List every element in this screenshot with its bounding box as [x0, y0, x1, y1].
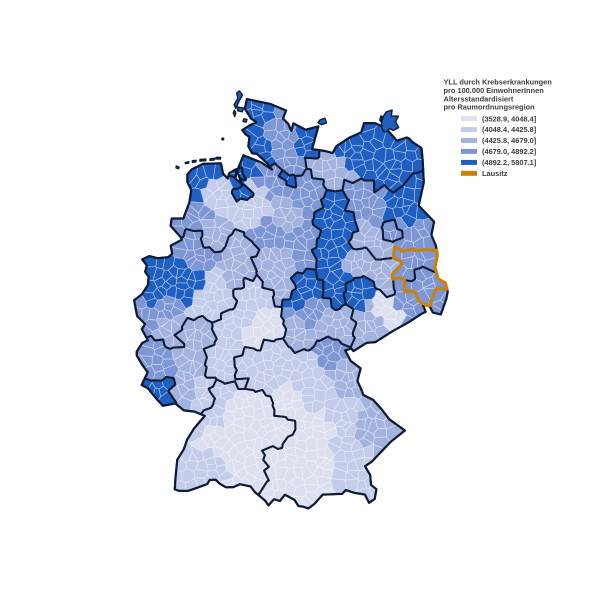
svg-text:Lausitz: Lausitz — [482, 169, 508, 178]
svg-text:(3528.9, 4048.4]: (3528.9, 4048.4] — [482, 114, 537, 123]
svg-text:(4892.2, 5807.1]: (4892.2, 5807.1] — [482, 158, 537, 167]
svg-text:(4048.4, 4425.8]: (4048.4, 4425.8] — [482, 125, 537, 134]
svg-text:(4679.0, 4892.2]: (4679.0, 4892.2] — [482, 147, 537, 156]
svg-text:Altersstandardisiert: Altersstandardisiert — [444, 94, 514, 103]
svg-text:pro 100.000 EinwohnerInnen: pro 100.000 EinwohnerInnen — [444, 86, 545, 95]
svg-text:pro Raumordnungsregion: pro Raumordnungsregion — [444, 103, 536, 112]
svg-text:YLL durch Krebserkrankungen: YLL durch Krebserkrankungen — [444, 78, 553, 87]
svg-text:(4425.8, 4679.0]: (4425.8, 4679.0] — [482, 136, 537, 145]
